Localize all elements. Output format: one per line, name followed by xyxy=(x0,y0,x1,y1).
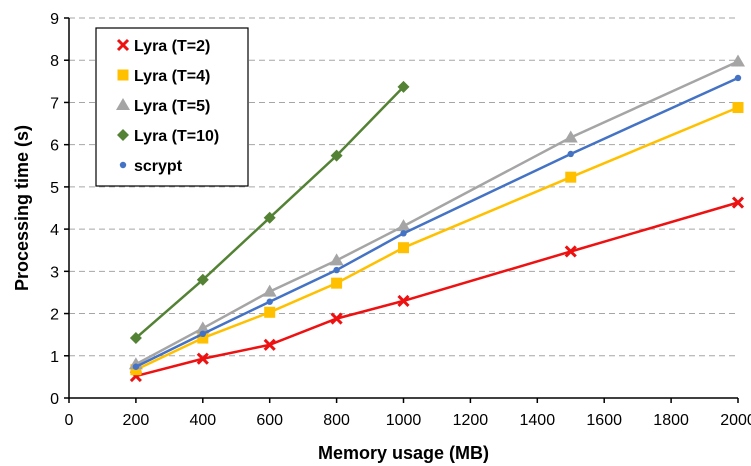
series-4 xyxy=(132,74,742,370)
y-tick-label: 2 xyxy=(50,307,59,324)
x-tick-label: 1200 xyxy=(453,412,489,429)
y-tick-label: 1 xyxy=(50,349,59,366)
legend-label: Lyra (T=10) xyxy=(134,128,219,145)
data-point xyxy=(565,171,577,183)
data-point xyxy=(132,363,140,370)
legend-item: scrypt xyxy=(119,158,183,175)
series-layer xyxy=(128,54,745,383)
data-point xyxy=(333,266,340,274)
x-tick-label: 1000 xyxy=(386,412,422,429)
data-point xyxy=(396,219,411,232)
legend: Lyra (T=2) Lyra (T=4) Lyra (T=5) Lyra (T=10… xyxy=(95,27,249,187)
x-tick-label: 1400 xyxy=(520,412,556,429)
data-point xyxy=(331,277,343,289)
data-point xyxy=(397,294,410,307)
data-point xyxy=(731,54,745,67)
series-2 xyxy=(128,54,745,370)
y-tick-label: 0 xyxy=(50,391,59,408)
legend-marker xyxy=(117,129,129,141)
x-tick-label: 600 xyxy=(256,412,283,429)
y-tick-label: 9 xyxy=(50,11,59,28)
y-tick-label: 7 xyxy=(50,95,59,112)
data-point xyxy=(567,150,574,158)
legend-marker xyxy=(119,161,127,169)
data-point xyxy=(197,332,209,344)
data-point xyxy=(732,102,744,114)
legend-marker xyxy=(117,69,129,81)
y-tick-label: 8 xyxy=(50,53,59,70)
x-tick-label: 0 xyxy=(65,412,74,429)
x-tick-label: 2000 xyxy=(720,412,751,429)
data-point xyxy=(129,332,142,345)
x-tick-label: 1800 xyxy=(653,412,689,429)
data-point xyxy=(199,330,206,338)
x-tick-label: 400 xyxy=(189,412,216,429)
data-point xyxy=(563,130,578,143)
legend-item: Lyra (T=4) xyxy=(117,68,210,85)
y-axis-label: Processing time (s) xyxy=(12,125,32,291)
legend-marker xyxy=(116,38,130,52)
data-point xyxy=(195,321,210,334)
x-tick-label: 800 xyxy=(323,412,350,429)
legend-label: Lyra (T=5) xyxy=(134,98,210,115)
x-axis-label: Memory usage (MB) xyxy=(318,443,489,463)
y-tick-label: 4 xyxy=(50,222,59,239)
data-point xyxy=(731,196,745,209)
tick-labels: 0 1 2 3 4 5 6 7 8 9 0 200 400 600 800 1000 1200 1400 1600 1… xyxy=(50,11,751,429)
y-tick-label: 3 xyxy=(50,264,59,281)
data-point xyxy=(398,242,409,254)
data-point xyxy=(734,74,742,82)
data-point xyxy=(263,211,276,224)
y-tick-label: 6 xyxy=(50,138,59,155)
data-point xyxy=(264,306,276,318)
data-point xyxy=(400,230,407,237)
data-point xyxy=(196,273,209,286)
data-point xyxy=(329,253,344,266)
data-point xyxy=(196,352,209,365)
x-tick-label: 200 xyxy=(123,412,150,429)
series-3 xyxy=(129,80,410,345)
data-point xyxy=(330,149,343,162)
y-tick-label: 5 xyxy=(50,180,59,197)
series-line xyxy=(135,201,739,378)
data-point xyxy=(564,245,577,258)
data-point xyxy=(397,80,410,93)
legend-marker xyxy=(116,98,130,110)
data-point xyxy=(266,298,273,305)
legend-label: scrypt xyxy=(134,158,183,175)
x-tick-label: 1600 xyxy=(586,412,622,429)
data-point xyxy=(263,338,276,351)
legend-label: Lyra (T=2) xyxy=(134,38,210,55)
legend-item: Lyra (T=10) xyxy=(117,128,219,145)
series-0 xyxy=(129,196,745,383)
data-point xyxy=(330,312,343,325)
data-point xyxy=(262,284,277,297)
axes xyxy=(64,17,739,403)
legend-item: Lyra (T=2) xyxy=(116,38,210,55)
legend-label: Lyra (T=4) xyxy=(134,68,210,85)
legend-item: Lyra (T=5) xyxy=(116,98,210,115)
